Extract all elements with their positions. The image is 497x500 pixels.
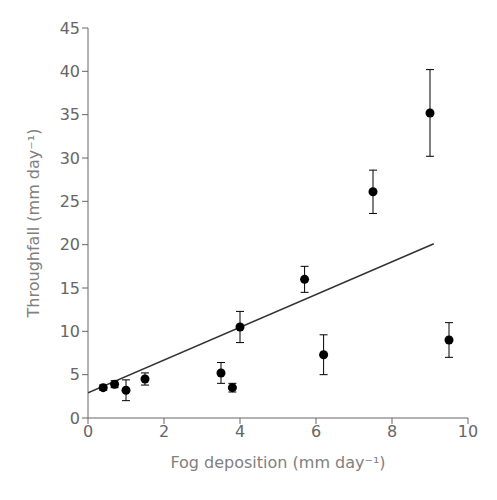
- svg-text:4: 4: [235, 422, 245, 441]
- svg-text:10: 10: [60, 322, 80, 341]
- svg-text:10: 10: [458, 422, 478, 441]
- svg-text:0: 0: [83, 422, 93, 441]
- svg-text:15: 15: [60, 279, 80, 298]
- svg-text:30: 30: [60, 149, 80, 168]
- svg-text:25: 25: [60, 192, 80, 211]
- svg-text:0: 0: [70, 409, 80, 428]
- svg-text:2: 2: [159, 422, 169, 441]
- svg-text:20: 20: [60, 235, 80, 254]
- svg-text:6: 6: [311, 422, 321, 441]
- svg-text:35: 35: [60, 105, 80, 124]
- svg-text:Fog deposition (mm day⁻¹): Fog deposition (mm day⁻¹): [170, 453, 385, 472]
- svg-text:8: 8: [387, 422, 397, 441]
- svg-text:40: 40: [60, 62, 80, 81]
- svg-text:45: 45: [60, 19, 80, 38]
- svg-text:5: 5: [70, 365, 80, 384]
- svg-text:Throughfall (mm day⁻¹): Throughfall (mm day⁻¹): [24, 129, 43, 319]
